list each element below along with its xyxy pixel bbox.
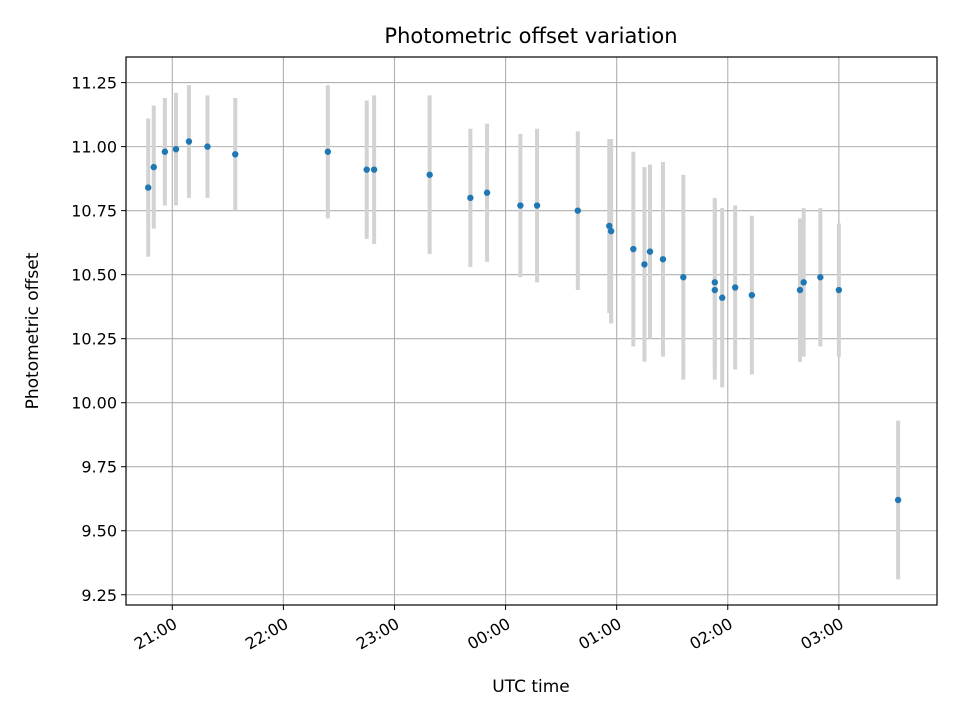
- data-point: [719, 294, 726, 301]
- y-tick-label: 10.50: [71, 266, 117, 285]
- data-point: [607, 227, 615, 235]
- x-tick-label: 02:00: [686, 614, 735, 654]
- x-axis-label: UTC time: [492, 677, 570, 697]
- plot-frame: [125, 56, 938, 606]
- data-point: [363, 166, 370, 173]
- data-point: [800, 279, 807, 286]
- x-axis-ticks: 21:00 22:00 23:00 00:00 01:00 02:00 03:00: [131, 605, 847, 654]
- y-tick-label: 10.75: [71, 202, 117, 221]
- grid: [126, 57, 937, 605]
- y-tick-label: 10.00: [71, 394, 117, 413]
- data-point: [204, 143, 211, 150]
- data-point: [835, 286, 843, 294]
- data-point: [748, 291, 756, 299]
- x-tick-label: 01:00: [575, 614, 624, 654]
- x-tick-label: 00:00: [464, 614, 513, 654]
- data-point: [680, 274, 687, 281]
- data-point: [483, 189, 491, 196]
- data-point: [731, 284, 739, 291]
- x-tick-label: 23:00: [353, 614, 402, 654]
- data-point: [370, 166, 378, 173]
- error-bars: [146, 85, 901, 580]
- data-point: [606, 222, 613, 230]
- data-point: [232, 151, 239, 158]
- data-point: [517, 202, 524, 209]
- data-point: [533, 202, 541, 209]
- data-point: [711, 286, 719, 294]
- x-tick-label: 21:00: [131, 614, 180, 654]
- data-point: [467, 194, 474, 202]
- data-point: [172, 145, 180, 153]
- y-axis-label: Photometric offset: [23, 252, 43, 409]
- data-point: [894, 496, 902, 504]
- y-tick-label: 10.25: [71, 330, 117, 349]
- data-point: [161, 148, 169, 155]
- data-point: [646, 248, 654, 255]
- x-tick-label: 22:00: [242, 614, 291, 654]
- data-point: [659, 256, 667, 263]
- data-points: [145, 138, 902, 504]
- data-point: [711, 279, 719, 286]
- y-axis-ticks: 9.25 9.50 9.75 10.00 10.25 10.50 10.75 11.00 11.…: [71, 74, 126, 605]
- data-point: [574, 207, 581, 214]
- y-tick-label: 9.75: [81, 458, 117, 477]
- data-point: [817, 274, 824, 281]
- y-tick-label: 9.50: [81, 522, 117, 541]
- x-tick-label: 03:00: [797, 614, 846, 654]
- chart-title: Photometric offset variation: [384, 24, 677, 48]
- data-point: [185, 138, 193, 145]
- y-tick-label: 11.00: [71, 138, 117, 157]
- data-point: [426, 171, 433, 178]
- data-point: [150, 163, 157, 171]
- y-tick-label: 11.25: [71, 74, 117, 93]
- data-point: [630, 245, 637, 253]
- data-point: [324, 148, 332, 155]
- data-point: [641, 261, 648, 268]
- data-point: [796, 286, 804, 294]
- data-point: [145, 184, 152, 191]
- y-tick-label: 9.25: [81, 586, 117, 605]
